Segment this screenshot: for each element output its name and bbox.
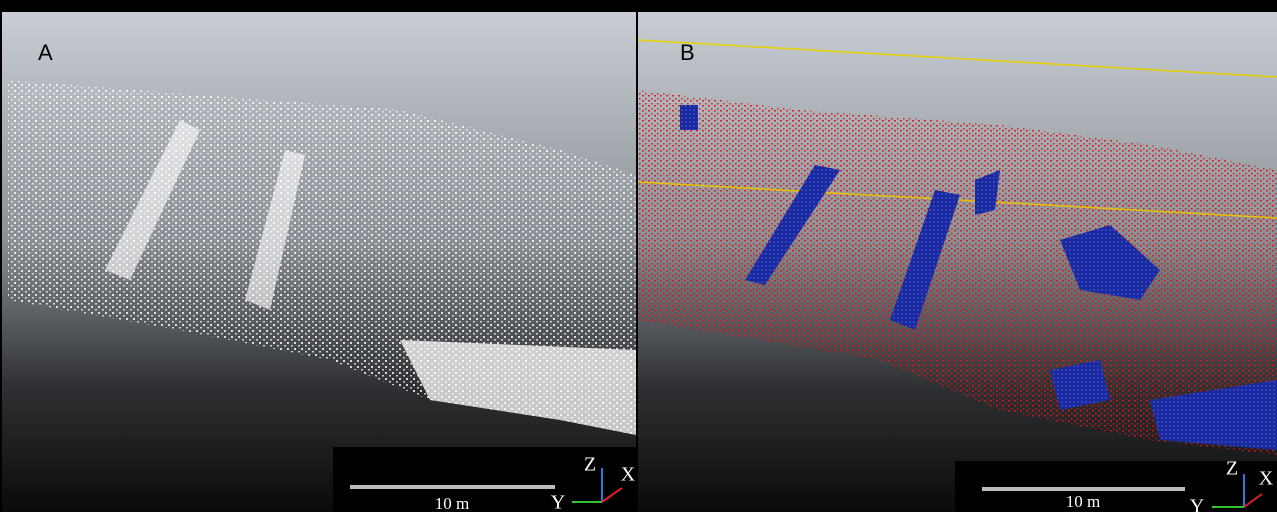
axis-label: Y [1190, 496, 1204, 512]
axis-label: Z [584, 454, 596, 476]
panel-a: A 10 m Z X Y [2, 12, 636, 512]
axis-label: X [1259, 468, 1274, 490]
axis-label: X [621, 464, 636, 486]
figure: A 10 m Z X Y B 10 m Z X Y [0, 0, 1277, 512]
scale-label: 10 m [1066, 492, 1100, 511]
panel-label: A [38, 40, 53, 65]
scale-bar [982, 487, 1185, 491]
panel-label: B [680, 40, 695, 65]
panel-b: B 10 m Z X Y [638, 12, 1277, 512]
scale-bar [350, 485, 555, 489]
axis-label: Z [1226, 458, 1238, 480]
classified-points [680, 105, 698, 130]
axis-label: Y [551, 492, 565, 512]
scale-label: 10 m [435, 494, 469, 512]
